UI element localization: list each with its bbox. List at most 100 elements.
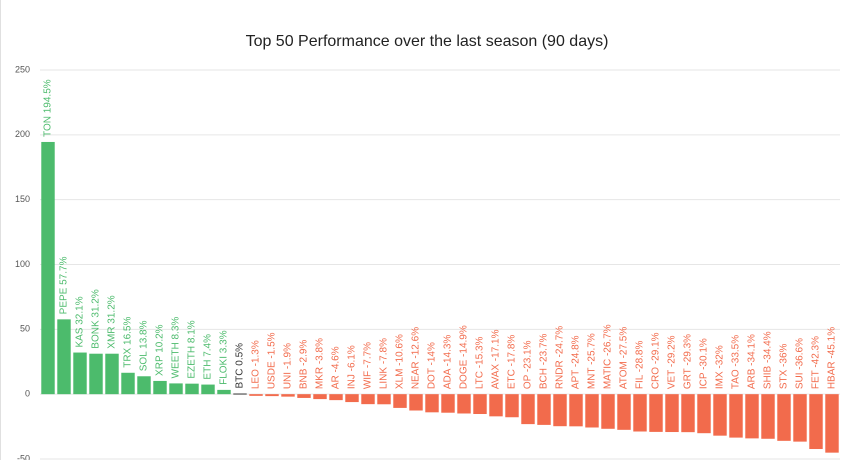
- bar: [825, 394, 839, 453]
- value-label: XMR 31.2%: [107, 295, 118, 348]
- value-label: RNDR -24.7%: [555, 326, 566, 389]
- value-label: BNB -2.9%: [299, 340, 310, 390]
- value-label: LEO -1.3%: [251, 340, 262, 389]
- bar: [633, 394, 647, 432]
- bar: [281, 394, 295, 397]
- value-label: TON 194.5%: [43, 79, 54, 137]
- value-label: TRX 16.5%: [123, 317, 134, 368]
- bar: [409, 394, 423, 411]
- value-label: STX -36%: [779, 343, 790, 389]
- bar: [345, 394, 359, 403]
- value-label: WIF -7.7%: [363, 342, 374, 389]
- value-label: XLM -10.6%: [395, 334, 406, 389]
- bar: [57, 319, 71, 395]
- value-label: ICP -30.1%: [699, 338, 710, 389]
- bar: [393, 394, 407, 408]
- value-label: ARB -34.1%: [747, 334, 758, 389]
- bar: [601, 394, 615, 429]
- bar: [697, 394, 711, 434]
- bar: [473, 394, 487, 415]
- y-tick-label: 0: [25, 389, 30, 399]
- bar: [201, 384, 215, 395]
- value-label: DOT -14%: [427, 342, 438, 389]
- bar: [89, 353, 103, 395]
- value-label: IMX -32%: [715, 345, 726, 389]
- bar: [329, 394, 343, 401]
- bar: [617, 394, 631, 430]
- value-label: AVAX -17.1%: [491, 329, 502, 389]
- value-label: NEAR -12.6%: [411, 327, 422, 389]
- value-label: VET -29.2%: [667, 335, 678, 389]
- value-label: LINK -7.8%: [379, 338, 390, 389]
- value-label: ATOM -27.5%: [619, 327, 630, 390]
- value-label: APT -24.8%: [571, 335, 582, 389]
- value-label: BCH -23.7%: [539, 333, 550, 389]
- y-tick-label: 200: [15, 129, 30, 139]
- value-label: AR -4.6%: [331, 346, 342, 389]
- bar: [585, 394, 599, 428]
- value-label: FET -42.3%: [811, 336, 822, 389]
- bar: [665, 394, 679, 433]
- value-label: MNT -25.7%: [587, 333, 598, 389]
- bar: [313, 394, 327, 400]
- bar: [217, 389, 231, 395]
- value-label: BTC 0.5%: [235, 343, 246, 389]
- y-tick-label: 100: [15, 259, 30, 269]
- value-label: OP -23.1%: [523, 340, 534, 389]
- value-label: CRO -29.1%: [651, 332, 662, 389]
- bar: [41, 141, 55, 395]
- value-label: HBAR -45.1%: [827, 327, 838, 389]
- value-label: USDE -1.5%: [267, 332, 278, 389]
- bar: [265, 394, 279, 397]
- value-label: ADA -14.3%: [443, 335, 454, 390]
- bar: [489, 394, 503, 417]
- bar: [505, 394, 519, 418]
- bar: [521, 394, 535, 425]
- value-label: DOGE -14.9%: [459, 325, 470, 389]
- value-label: BONK 31.2%: [91, 289, 102, 349]
- bar: [745, 394, 759, 439]
- y-tick-label: 50: [20, 324, 30, 334]
- value-label: ETH 7.4%: [203, 334, 214, 380]
- y-tick-label: 250: [15, 64, 30, 74]
- bar: [297, 394, 311, 398]
- bar: [249, 394, 263, 396]
- bar: [569, 394, 583, 427]
- bar: [457, 394, 471, 414]
- bar: [713, 394, 727, 436]
- value-label: EZETH 8.1%: [187, 320, 198, 378]
- value-label: INJ -6.1%: [347, 345, 358, 389]
- value-label: WEETH 8.3%: [171, 317, 182, 379]
- value-label: FIL -28.8%: [635, 341, 646, 390]
- bar: [729, 394, 743, 438]
- value-label: SOL 13.8%: [139, 320, 150, 371]
- bar: [681, 394, 695, 433]
- y-tick-label: -50: [17, 453, 30, 460]
- bar: [105, 353, 119, 395]
- value-label: MATIC -26.7%: [603, 324, 614, 389]
- value-label: ETC -17.8%: [507, 335, 518, 390]
- bar: [761, 394, 775, 439]
- bar: [153, 380, 167, 395]
- value-label: GRT -29.3%: [683, 334, 694, 389]
- y-tick-label: 150: [15, 194, 30, 204]
- bar: [169, 383, 183, 395]
- bar: [777, 394, 791, 441]
- value-label: SUI -36.6%: [795, 338, 806, 389]
- value-label: UNI -1.9%: [283, 343, 294, 389]
- bar: [233, 393, 247, 395]
- bar: [793, 394, 807, 442]
- value-label: SHIB -34.4%: [763, 331, 774, 389]
- bar: [425, 394, 439, 413]
- bar: [73, 352, 87, 395]
- bar: [537, 394, 551, 425]
- value-label: FLOKI 3.3%: [219, 330, 230, 385]
- bar: [137, 376, 151, 395]
- bar: [649, 394, 663, 432]
- value-label: PEPE 57.7%: [59, 256, 70, 314]
- value-label: LTC -15.3%: [475, 336, 486, 389]
- bar: [377, 394, 391, 405]
- bar: [361, 394, 375, 405]
- bar: [185, 383, 199, 395]
